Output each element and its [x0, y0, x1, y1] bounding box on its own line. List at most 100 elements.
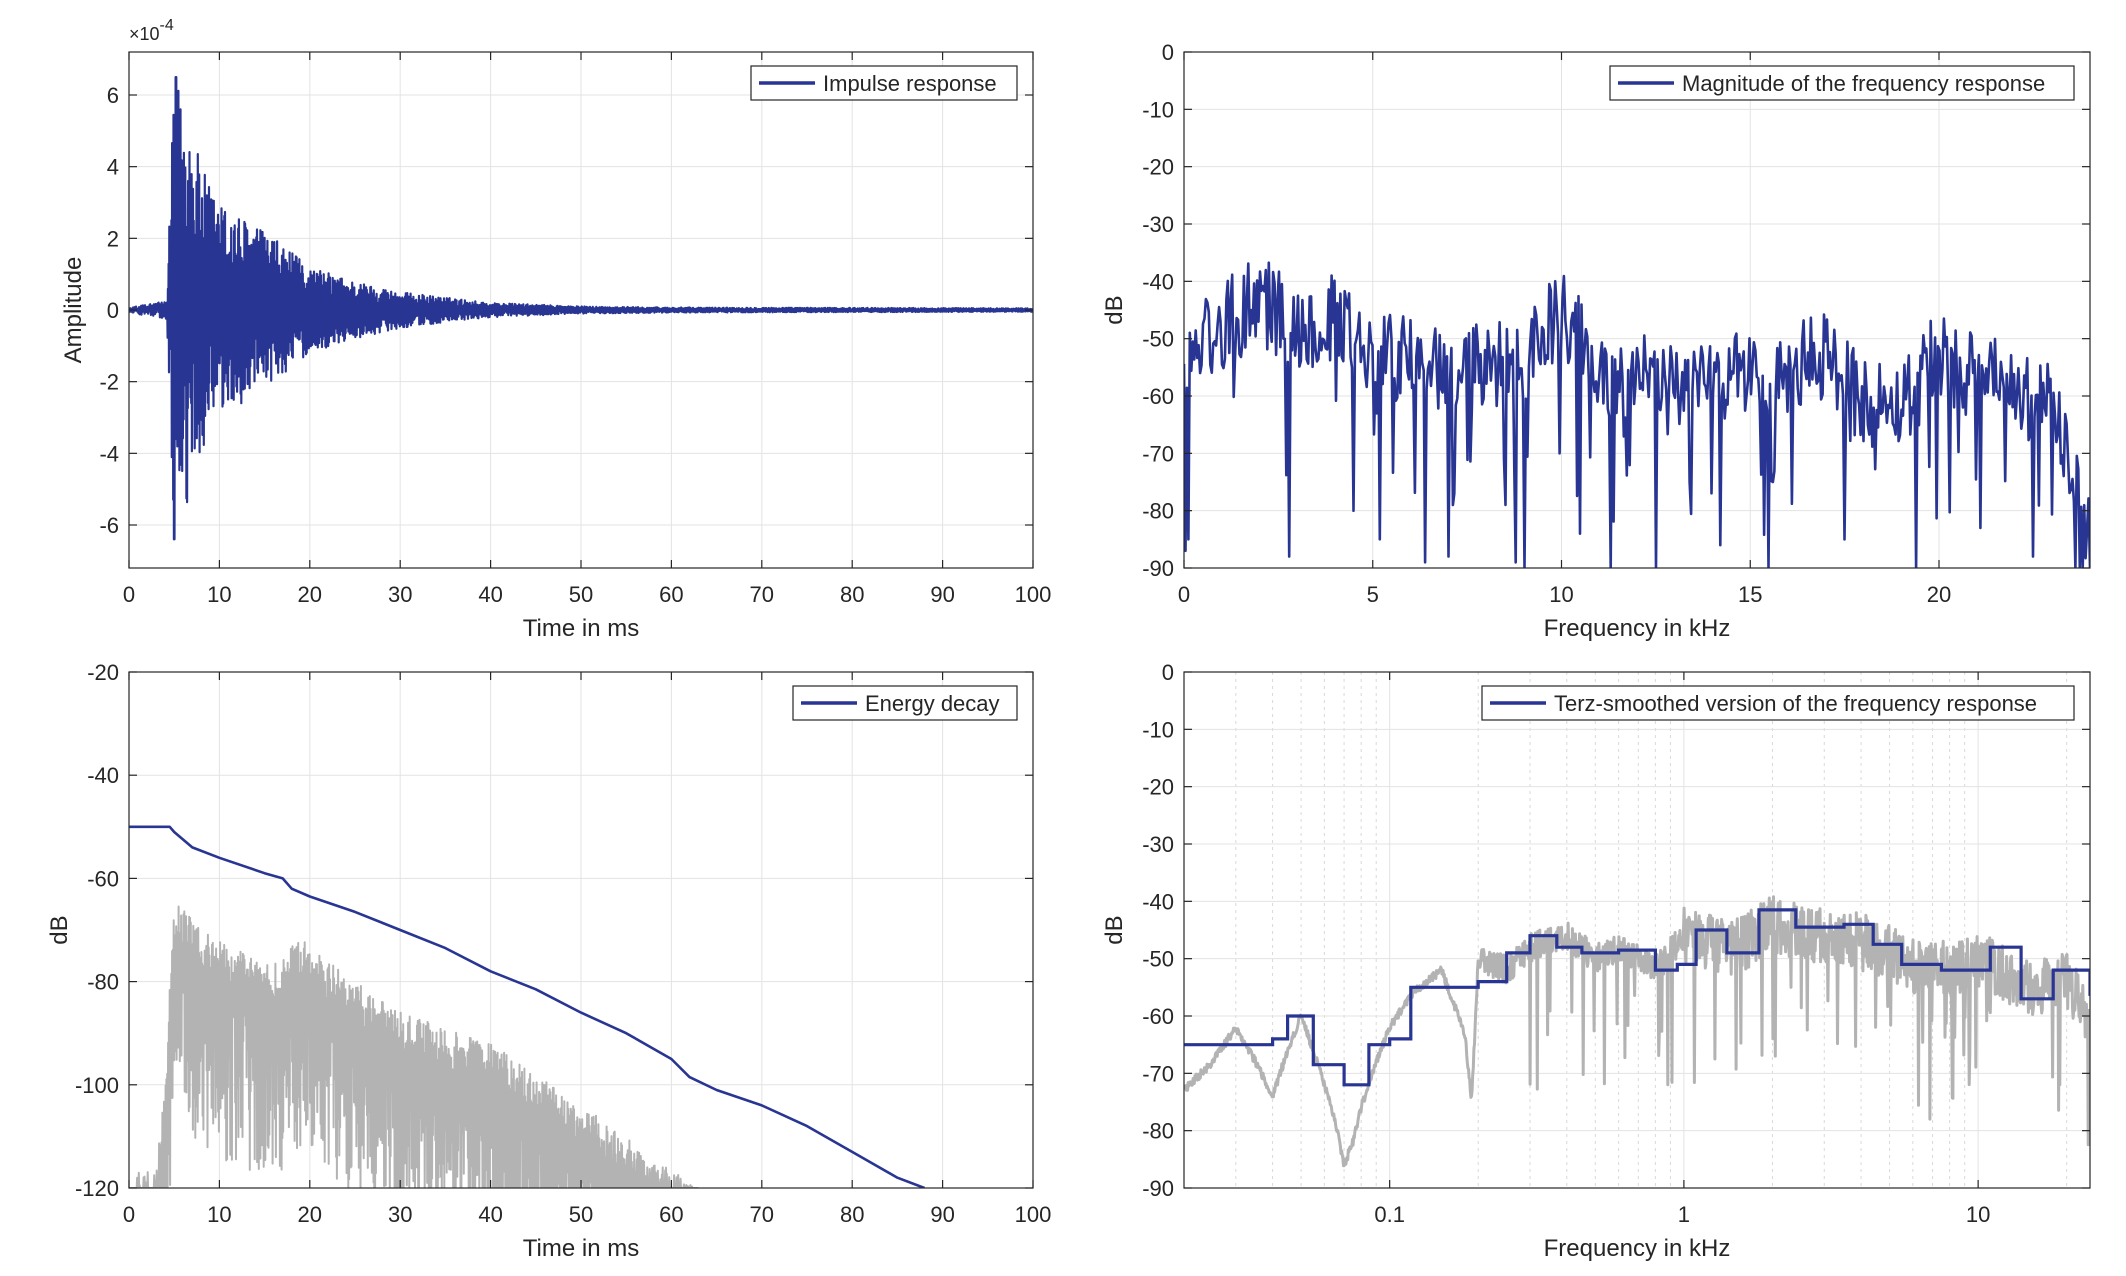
- legend-entry: Impulse response: [823, 71, 997, 96]
- series-group: [1184, 261, 2090, 568]
- y-tick-label: -70: [1142, 1061, 1174, 1086]
- x-tick-label: 70: [750, 1202, 774, 1227]
- x-axis-label: Time in ms: [523, 615, 639, 642]
- x-tick-label: 100: [1015, 582, 1052, 607]
- x-tick-label: 100: [1015, 1202, 1052, 1227]
- x-tick-label: 40: [478, 1202, 502, 1227]
- x-tick-label: 70: [750, 582, 774, 607]
- y-exponent-label: ×10-4: [129, 17, 174, 44]
- x-tick-label: 90: [930, 1202, 954, 1227]
- plot-area: [1184, 52, 2090, 568]
- y-axis-label: dB: [46, 915, 73, 944]
- y-tick-label: -80: [1142, 499, 1174, 524]
- x-axis-label: Frequency in kHz: [1544, 1235, 1731, 1262]
- legend-entry: Magnitude of the frequency response: [1682, 71, 2045, 96]
- x-tick-label: 0: [1178, 582, 1190, 607]
- x-tick-label: 80: [840, 582, 864, 607]
- y-tick-label: -20: [1142, 775, 1174, 800]
- axes-frame: [1183, 51, 2091, 569]
- x-tick-label: 0.1: [1374, 1202, 1405, 1227]
- series-magnitude: [1184, 261, 2090, 568]
- x-axis-label: Frequency in kHz: [1544, 615, 1731, 642]
- series-group: [129, 76, 1033, 541]
- y-axis-label: dB: [1101, 295, 1128, 324]
- y-axis-label: dB: [1101, 915, 1128, 944]
- x-tick-label: 30: [388, 582, 412, 607]
- x-tick-label: 50: [569, 1202, 593, 1227]
- series-group: [1184, 895, 2090, 1168]
- y-tick-label: -80: [1142, 1119, 1174, 1144]
- x-tick-label: 50: [569, 582, 593, 607]
- y-axis-label: Amplitude: [60, 257, 87, 364]
- y-exponent-value: -4: [160, 17, 174, 34]
- y-tick-label: 0: [1162, 660, 1174, 685]
- x-tick-label: 10: [1549, 582, 1573, 607]
- y-tick-label: -2: [99, 370, 119, 395]
- x-tick-label: 1: [1678, 1202, 1690, 1227]
- x-tick-label: 10: [207, 582, 231, 607]
- x-tick-label: 90: [930, 582, 954, 607]
- plot-area: [1184, 672, 2090, 1188]
- y-tick-label: 6: [107, 83, 119, 108]
- legend-box: [1481, 685, 2075, 721]
- y-tick-label: -30: [1142, 832, 1174, 857]
- series-energy-decay: [129, 825, 925, 1188]
- y-tick-label: -4: [99, 441, 119, 466]
- y-tick-label: 0: [1162, 40, 1174, 65]
- y-tick-label: -50: [1142, 327, 1174, 352]
- x-tick-label: 0: [123, 1202, 135, 1227]
- y-tick-label: -90: [1142, 1176, 1174, 1201]
- series-energy-raw: [129, 905, 700, 1188]
- impulse-response-plot: 0 10 20 30 40 50 60 70 80 90 100 -6 -4 -2 0 2 4 6 Time in …: [60, 17, 1051, 642]
- frequency-magnitude-plot: 0 5 10 15 20 0 -10 -20 -30 -40 -50 -60 -70 -80 -90 Freq…: [1101, 40, 2091, 642]
- legend: Impulse response: [750, 65, 1018, 101]
- y-tick-label: 0: [107, 298, 119, 323]
- energy-decay-plot: 0 10 20 30 40 50 60 70 80 90 100 -20 -40 -60 -80 -100 -1…: [46, 660, 1051, 1262]
- x-tick-label: 10: [207, 1202, 231, 1227]
- legend-entry: Energy decay: [865, 691, 1000, 716]
- y-tick-label: -50: [1142, 947, 1174, 972]
- y-tick-label: -60: [1142, 384, 1174, 409]
- y-tick-label: -10: [1142, 717, 1174, 742]
- y-tick-label: -60: [1142, 1004, 1174, 1029]
- x-tick-label: 20: [298, 1202, 322, 1227]
- x-tick-label: 40: [478, 582, 502, 607]
- legend: Magnitude of the frequency response: [1609, 65, 2075, 101]
- y-tick-label: -90: [1142, 556, 1174, 581]
- x-axis-label: Time in ms: [523, 1235, 639, 1262]
- x-tick-label: 20: [1927, 582, 1951, 607]
- x-tick-label: 30: [388, 1202, 412, 1227]
- y-tick-label: -120: [75, 1176, 119, 1201]
- y-tick-label: -40: [1142, 889, 1174, 914]
- legend-box: [1609, 65, 2075, 101]
- y-tick-label: -80: [87, 970, 119, 995]
- axes-frame: [1183, 671, 2091, 1189]
- series-terz-smoothed: [1184, 908, 2090, 1087]
- x-tick-label: 60: [659, 582, 683, 607]
- y-tick-label: -20: [87, 660, 119, 685]
- y-tick-label: -100: [75, 1073, 119, 1098]
- x-tick-label: 5: [1367, 582, 1379, 607]
- legend: Energy decay: [792, 685, 1018, 721]
- x-tick-label: 0: [123, 582, 135, 607]
- series-group: [129, 825, 925, 1188]
- y-tick-label: 4: [107, 155, 119, 180]
- series-impulse-response: [129, 76, 1033, 541]
- x-tick-label: 10: [1966, 1202, 1990, 1227]
- y-tick-label: -10: [1142, 97, 1174, 122]
- y-tick-label: -30: [1142, 212, 1174, 237]
- y-tick-label: -40: [87, 763, 119, 788]
- y-tick-label: -70: [1142, 441, 1174, 466]
- x-tick-label: 15: [1738, 582, 1762, 607]
- x-tick-label: 80: [840, 1202, 864, 1227]
- y-tick-label: -20: [1142, 155, 1174, 180]
- terz-smoothed-plot: 0.1 1 10 0 -10 -20 -30 -40 -50 -60 -70 -80 -90 Freque…: [1101, 660, 2091, 1262]
- y-tick-label: -60: [87, 866, 119, 891]
- x-tick-label: 60: [659, 1202, 683, 1227]
- legend-entry: Terz-smoothed version of the frequency r…: [1554, 691, 2037, 716]
- y-exponent-prefix: ×10: [129, 24, 160, 44]
- y-tick-label: -40: [1142, 269, 1174, 294]
- y-tick-label: 2: [107, 226, 119, 251]
- series-terz-raw: [1184, 895, 2090, 1168]
